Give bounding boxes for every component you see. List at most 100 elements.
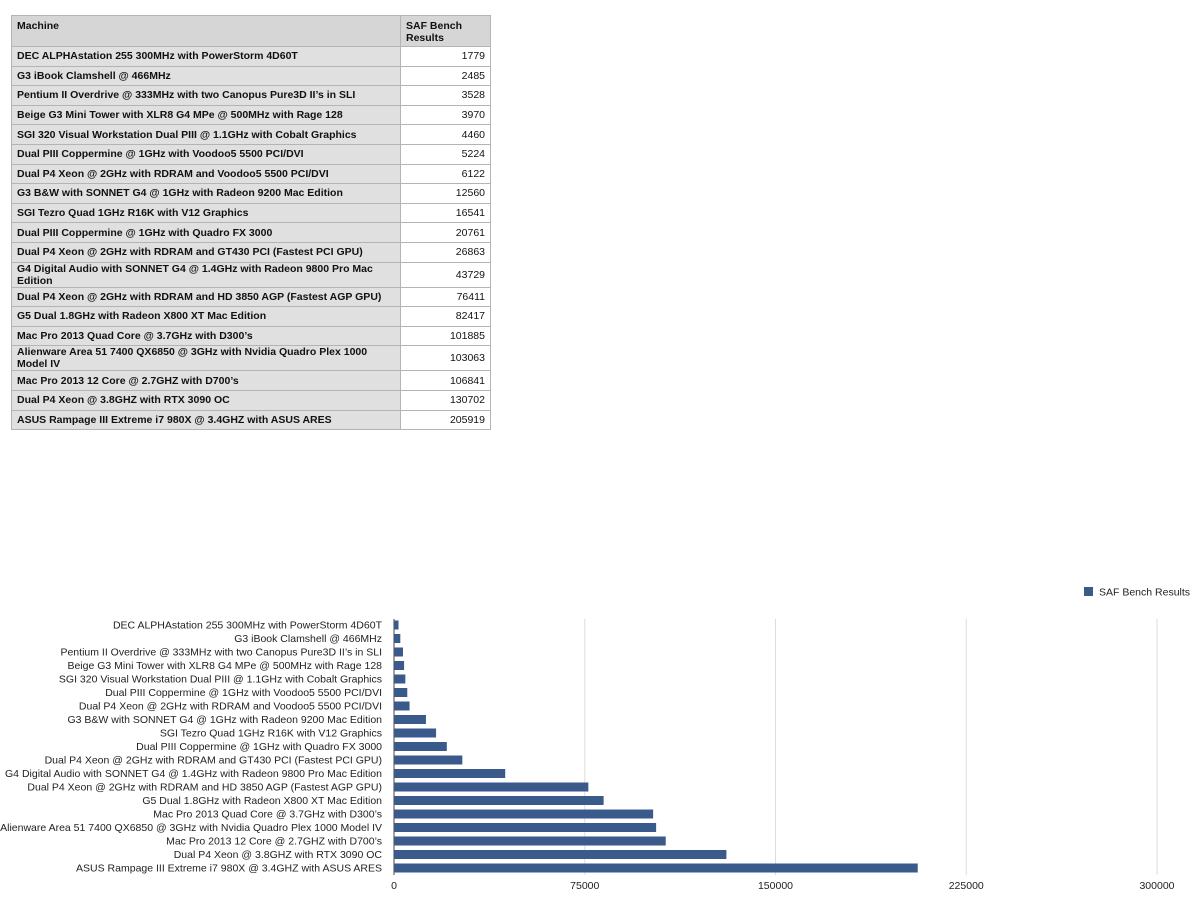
table-row: G4 Digital Audio with SONNET G4 @ 1.4GHz… — [11, 261, 491, 288]
machine-cell: G3 B&W with SONNET G4 @ 1GHz with Radeon… — [11, 183, 401, 204]
table-row: G3 iBook Clamshell @ 466MHz 2485 — [11, 65, 491, 87]
table-row: Dual P4 Xeon @ 2GHz with RDRAM and HD 38… — [11, 286, 491, 308]
bar — [394, 688, 408, 697]
machine-cell: Dual P4 Xeon @ 3.8GHZ with RTX 3090 OC — [11, 389, 401, 411]
result-cell: 5224 — [400, 143, 491, 165]
bar — [394, 836, 666, 846]
result-cell: 101885 — [400, 325, 491, 347]
category-label: Beige G3 Mini Tower with XLR8 G4 MPe @ 5… — [67, 660, 382, 672]
result-cell: 76411 — [400, 286, 491, 308]
category-label: Dual P4 Xeon @ 2GHz with RDRAM and HD 38… — [27, 782, 382, 794]
table-row: G5 Dual 1.8GHz with Radeon X800 XT Mac E… — [11, 306, 491, 327]
table-row: SGI 320 Visual Workstation Dual PIII @ 1… — [11, 124, 491, 145]
bar — [394, 809, 654, 819]
category-label: Dual P4 Xeon @ 2GHz with RDRAM and Voodo… — [79, 701, 382, 713]
result-cell: 43729 — [400, 261, 491, 288]
x-tick-label: 150000 — [758, 880, 793, 892]
table-row: Dual P4 Xeon @ 2GHz with RDRAM and Voodo… — [11, 163, 491, 185]
x-tick-label: 225000 — [949, 880, 984, 892]
x-tick-label: 75000 — [570, 880, 599, 892]
category-label: G3 iBook Clamshell @ 466MHz — [234, 633, 382, 645]
machine-cell: Beige G3 Mini Tower with XLR8 G4 MPe @ 5… — [11, 104, 401, 126]
column-header-saf-bench-results: SAF Bench Results — [400, 15, 491, 47]
category-label: Alienware Area 51 7400 QX6850 @ 3GHz wit… — [0, 822, 382, 834]
table-row: Mac Pro 2013 12 Core @ 2.7GHZ with D700’… — [11, 370, 491, 391]
table-row: G3 B&W with SONNET G4 @ 1GHz with Radeon… — [11, 183, 491, 204]
table-row: Mac Pro 2013 Quad Core @ 3.7GHz with D30… — [11, 325, 491, 347]
machine-cell: ASUS Rampage III Extreme i7 980X @ 3.4GH… — [11, 409, 401, 431]
bar — [394, 674, 406, 684]
data-table: Machine SAF Bench Results DEC ALPHAstati… — [11, 15, 491, 431]
machine-cell: Alienware Area 51 7400 QX6850 @ 3GHz wit… — [11, 345, 401, 372]
bar — [394, 728, 437, 738]
machine-cell: SGI 320 Visual Workstation Dual PIII @ 1… — [11, 124, 401, 145]
category-label: DEC ALPHAstation 255 300MHz with PowerSt… — [113, 620, 383, 632]
column-header-machine: Machine — [11, 15, 401, 47]
result-cell: 16541 — [400, 202, 491, 224]
bar — [394, 850, 727, 859]
bar — [394, 742, 447, 751]
table-row: ASUS Rampage III Extreme i7 980X @ 3.4GH… — [11, 409, 491, 431]
category-label: SGI 320 Visual Workstation Dual PIII @ 1… — [59, 674, 382, 686]
machine-cell: Mac Pro 2013 Quad Core @ 3.7GHz with D30… — [11, 325, 401, 347]
machine-cell: Pentium II Overdrive @ 333MHz with two C… — [11, 85, 401, 106]
machine-cell: Dual PIII Coppermine @ 1GHz with Quadro … — [11, 222, 401, 243]
machine-cell: Dual P4 Xeon @ 2GHz with RDRAM and Voodo… — [11, 163, 401, 185]
category-label: Mac Pro 2013 12 Core @ 2.7GHZ with D700’… — [166, 836, 382, 848]
category-label: ASUS Rampage III Extreme i7 980X @ 3.4GH… — [76, 863, 382, 875]
result-cell: 20761 — [400, 222, 491, 243]
table-row: SGI Tezro Quad 1GHz R16K with V12 Graphi… — [11, 202, 491, 224]
category-label: Dual P4 Xeon @ 2GHz with RDRAM and GT430… — [45, 755, 382, 767]
table-row: Dual P4 Xeon @ 2GHz with RDRAM and GT430… — [11, 241, 491, 263]
result-cell: 82417 — [400, 306, 491, 327]
bar — [394, 769, 506, 778]
result-cell: 4460 — [400, 124, 491, 145]
bar — [394, 782, 589, 792]
table-row: DEC ALPHAstation 255 300MHz with PowerSt… — [11, 46, 491, 67]
category-label: Mac Pro 2013 Quad Core @ 3.7GHz with D30… — [153, 809, 382, 821]
machine-cell: G3 iBook Clamshell @ 466MHz — [11, 65, 401, 87]
machine-cell: Dual P4 Xeon @ 2GHz with RDRAM and GT430… — [11, 241, 401, 263]
result-cell: 1779 — [400, 46, 491, 67]
bar — [394, 863, 918, 873]
machine-cell: Dual PIII Coppermine @ 1GHz with Voodoo5… — [11, 143, 401, 165]
x-tick-label: 0 — [391, 880, 397, 892]
category-label: SGI Tezro Quad 1GHz R16K with V12 Graphi… — [160, 728, 382, 740]
x-tick-label: 300000 — [1139, 880, 1174, 892]
category-label: G3 B&W with SONNET G4 @ 1GHz with Radeon… — [67, 714, 382, 726]
category-label: Pentium II Overdrive @ 333MHz with two C… — [60, 647, 382, 659]
category-label: G4 Digital Audio with SONNET G4 @ 1.4GHz… — [5, 768, 382, 780]
bar — [394, 755, 463, 765]
category-label: G5 Dual 1.8GHz with Radeon X800 XT Mac E… — [142, 795, 382, 807]
result-cell: 3528 — [400, 85, 491, 106]
category-label: Dual PIII Coppermine @ 1GHz with Quadro … — [136, 741, 382, 753]
machine-cell: SGI Tezro Quad 1GHz R16K with V12 Graphi… — [11, 202, 401, 224]
result-cell: 26863 — [400, 241, 491, 263]
table-row: Dual P4 Xeon @ 3.8GHZ with RTX 3090 OC 13… — [11, 389, 491, 411]
result-cell: 6122 — [400, 163, 491, 185]
table-row: Pentium II Overdrive @ 333MHz with two C… — [11, 85, 491, 106]
result-cell: 205919 — [400, 409, 491, 431]
bar — [394, 647, 403, 657]
bar — [394, 661, 405, 670]
bar — [394, 715, 426, 724]
bar-chart: DEC ALPHAstation 255 300MHz with PowerSt… — [0, 587, 1190, 893]
machine-cell: Dual P4 Xeon @ 2GHz with RDRAM and HD 38… — [11, 286, 401, 308]
result-cell: 106841 — [400, 370, 491, 391]
bar — [394, 823, 657, 832]
machine-cell: G5 Dual 1.8GHz with Radeon X800 XT Mac E… — [11, 306, 401, 327]
category-label: Dual PIII Coppermine @ 1GHz with Voodoo5… — [105, 687, 382, 699]
table-row: Beige G3 Mini Tower with XLR8 G4 MPe @ 5… — [11, 104, 491, 126]
bar — [394, 796, 604, 805]
machine-cell: Mac Pro 2013 12 Core @ 2.7GHZ with D700’… — [11, 370, 401, 391]
legend-label: SAF Bench Results — [1099, 587, 1190, 599]
result-cell: 12560 — [400, 183, 491, 204]
table-header-row: Machine SAF Bench Results — [11, 15, 491, 47]
category-label: Dual P4 Xeon @ 3.8GHZ with RTX 3090 OC — [174, 849, 383, 861]
result-cell: 130702 — [400, 389, 491, 411]
bar — [394, 634, 401, 643]
bar — [394, 701, 410, 711]
table-row: Dual PIII Coppermine @ 1GHz with Quadro … — [11, 222, 491, 243]
machine-cell: G4 Digital Audio with SONNET G4 @ 1.4GHz… — [11, 261, 401, 288]
table-row: Alienware Area 51 7400 QX6850 @ 3GHz wit… — [11, 345, 491, 372]
